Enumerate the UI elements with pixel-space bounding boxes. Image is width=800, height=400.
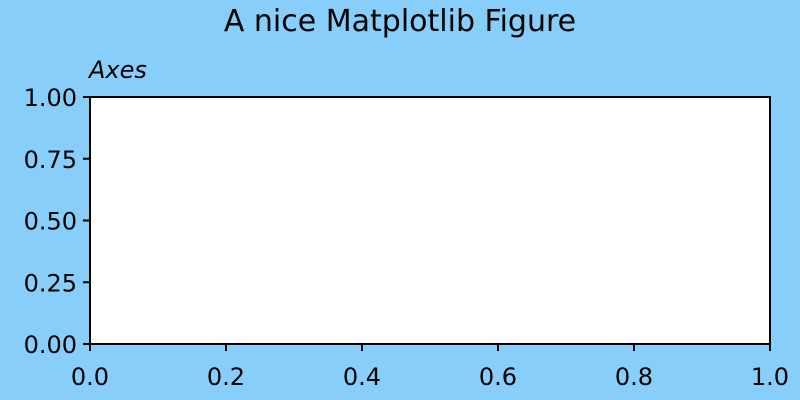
- y-tick-label: 0.50: [24, 208, 77, 236]
- y-tick-label: 0.25: [24, 269, 77, 297]
- axes-title: Axes: [89, 56, 147, 84]
- figure-title: A nice Matplotlib Figure: [223, 4, 577, 39]
- y-tick-label: 0.75: [24, 146, 77, 174]
- x-tick-label: 0.4: [343, 363, 381, 391]
- x-tick-label: 0.2: [207, 363, 245, 391]
- x-tick-label: 0.6: [479, 363, 517, 391]
- axes-frame: [89, 96, 771, 345]
- x-tick-label: 1.0: [751, 363, 789, 391]
- x-tick-label: 0.8: [615, 363, 653, 391]
- y-tick-label: 1.00: [24, 84, 77, 112]
- x-tick-label: 0.0: [71, 363, 109, 391]
- x-axis-ticks: 0.0 0.2 0.4 0.6 0.8 1.0: [71, 344, 789, 391]
- y-tick-label: 0.00: [24, 331, 77, 359]
- axes-background: [90, 97, 770, 344]
- y-axis-ticks: 0.00 0.25 0.50 0.75 1.00: [24, 84, 90, 359]
